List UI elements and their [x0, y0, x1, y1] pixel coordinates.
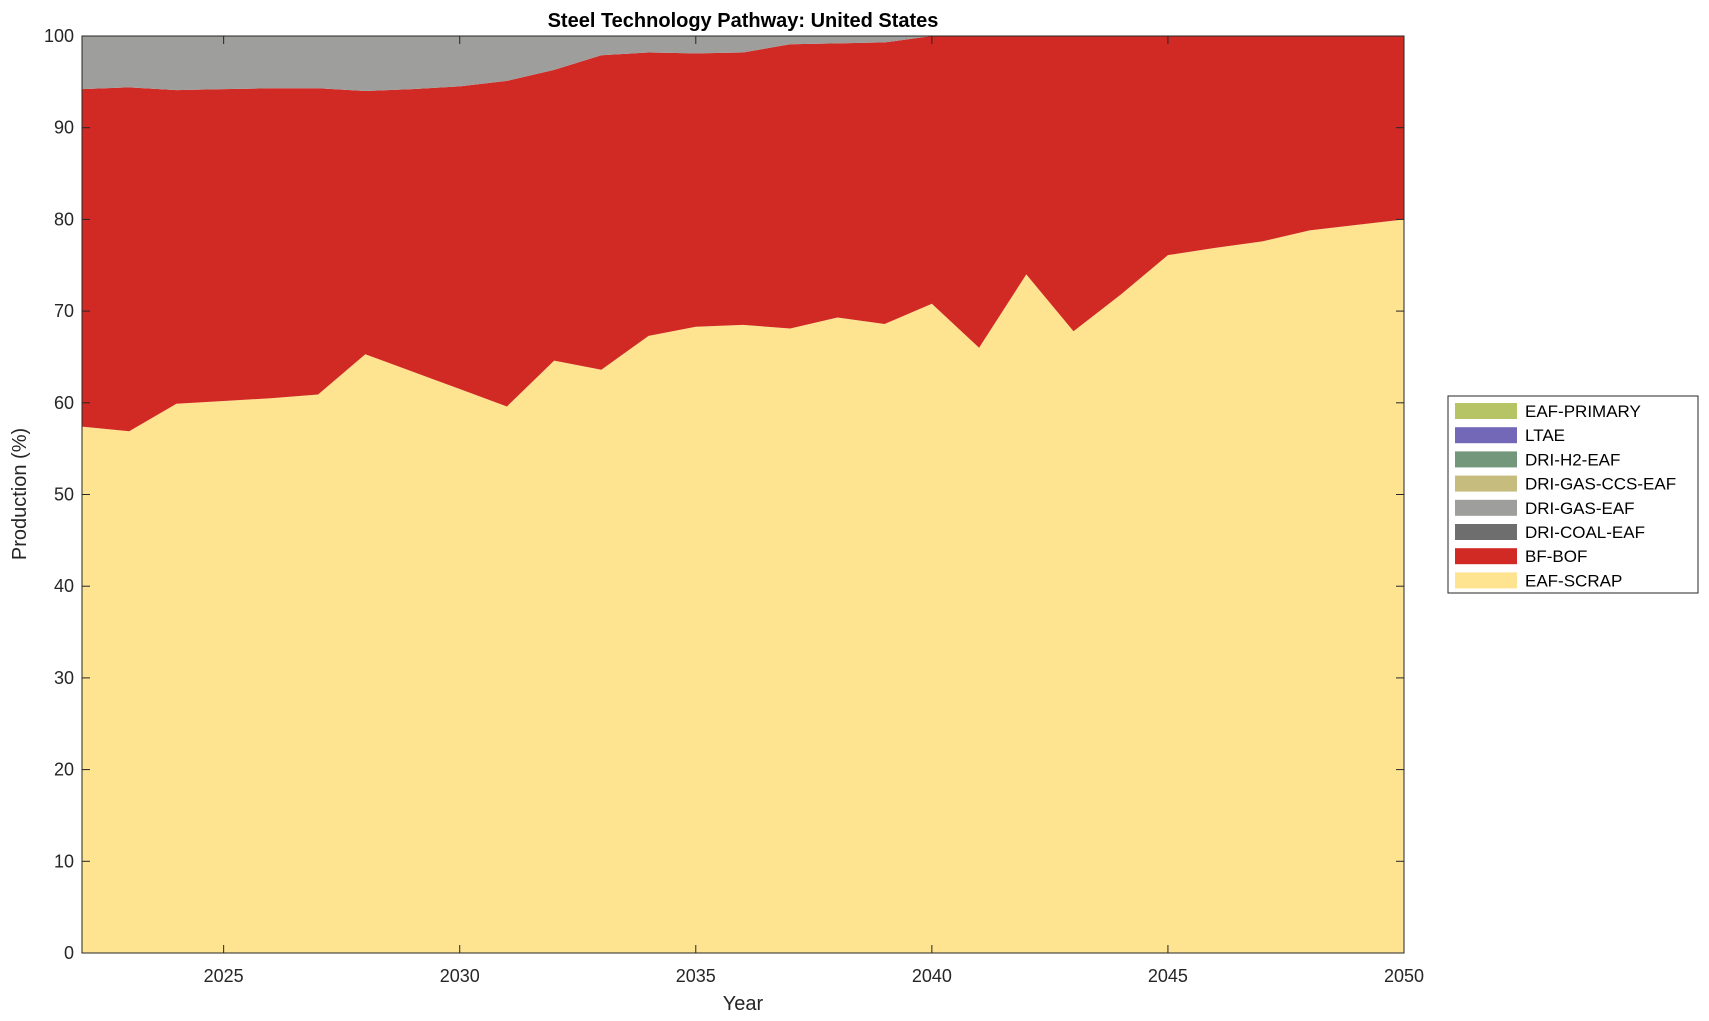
legend-swatch [1455, 524, 1517, 540]
legend-label: BF-BOF [1525, 547, 1587, 566]
x-tick-label: 2040 [912, 966, 952, 986]
legend-label: DRI-GAS-EAF [1525, 499, 1635, 518]
chart-title: Steel Technology Pathway: United States [548, 10, 939, 32]
legend-swatch [1455, 548, 1517, 565]
y-tick-label: 80 [54, 209, 74, 229]
legend-label: DRI-H2-EAF [1525, 450, 1620, 469]
legend-swatch [1455, 572, 1517, 589]
y-tick-label: 50 [54, 485, 74, 505]
x-tick-label: 2025 [204, 966, 244, 986]
y-tick-label: 70 [54, 301, 74, 321]
legend-label: EAF-SCRAP [1525, 571, 1622, 590]
ticks: 2025 2030 2035 2040 2045 20500102030405060708… [44, 26, 1424, 986]
y-axis-label: Production (%) [9, 428, 31, 560]
x-tick-label: 2045 [1148, 966, 1188, 986]
x-axis-label: Year [723, 993, 764, 1015]
y-tick-label: 20 [54, 760, 74, 780]
legend-label: EAF-PRIMARY [1525, 402, 1641, 421]
legend-swatch [1455, 403, 1517, 419]
legend-swatch [1455, 427, 1517, 444]
y-tick-label: 90 [54, 118, 74, 138]
y-tick-label: 60 [54, 393, 74, 413]
y-tick-label: 10 [54, 851, 74, 871]
area-dri-gas-eaf [82, 36, 1404, 92]
legend-swatch [1455, 499, 1517, 516]
x-tick-label: 2030 [440, 966, 480, 986]
area-eaf-scrap [82, 219, 1404, 953]
legend-label: DRI-COAL-EAF [1525, 523, 1645, 542]
area-bf-bof [82, 36, 1404, 432]
x-tick-label: 2035 [676, 966, 716, 986]
legend-label: LTAE [1525, 426, 1565, 445]
y-tick-label: 0 [64, 943, 74, 963]
y-tick-label: 100 [44, 26, 74, 46]
legend-label: DRI-GAS-CCS-EAF [1525, 475, 1676, 494]
areas [82, 36, 1404, 953]
y-tick-label: 30 [54, 668, 74, 688]
legend-swatch [1455, 475, 1517, 492]
x-tick-label: 2050 [1384, 966, 1424, 986]
y-tick-label: 40 [54, 576, 74, 596]
legend-swatch [1455, 451, 1517, 468]
legend: EAF-PRIMARY LTAE DRI-H2-EAF DRI-GAS-CCS-EAF… [1447, 395, 1699, 594]
